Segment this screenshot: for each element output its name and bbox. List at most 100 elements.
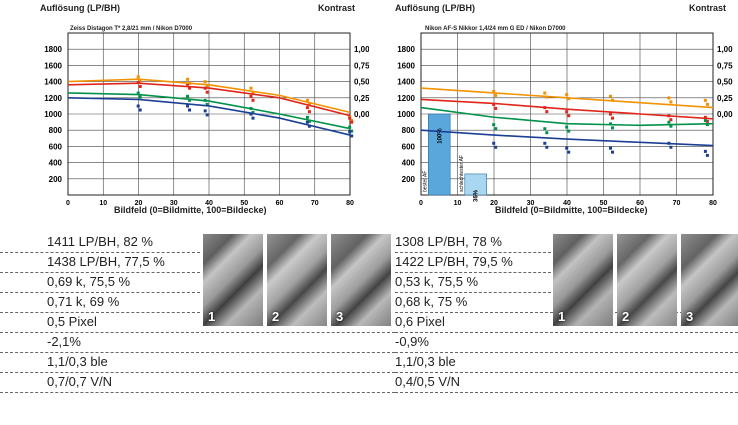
series-line xyxy=(420,87,714,109)
x-tick-label: 40 xyxy=(563,200,571,207)
data-point xyxy=(251,116,255,120)
x-tick-label: 0 xyxy=(66,200,70,207)
y-tick-label: 1800 xyxy=(44,45,62,54)
row-value: 1,1/0,3 ble xyxy=(47,354,108,369)
data-point xyxy=(307,102,311,106)
contrast-label: Kontrast xyxy=(689,3,727,13)
series-line xyxy=(420,98,714,120)
row-value: 1422 LP/BH, 79,5 % xyxy=(395,254,513,269)
contrast-tick-label: 1,00 xyxy=(354,45,369,54)
x-tick-label: 60 xyxy=(636,200,644,207)
plot-frame xyxy=(67,32,351,196)
sample-image-1: 1 xyxy=(203,234,263,326)
chart-panel-left: Auflösung (LP/BH) Kontrast 200 400 600 800 1… xyxy=(0,0,369,220)
data-point xyxy=(565,110,569,114)
lens-subtitle: Nikon AF-S Nikkor 1,4/24 mm G ED / Nikon… xyxy=(425,26,566,32)
data-point xyxy=(567,114,571,118)
sample-image-1: 1 xyxy=(553,234,613,326)
table-row: -0,9% xyxy=(395,332,738,353)
data-point xyxy=(203,80,207,84)
table-row: 0,7/0,7 V/N xyxy=(0,372,395,393)
data-point xyxy=(609,146,612,150)
x-tick-label: 20 xyxy=(490,200,498,207)
data-point xyxy=(307,119,311,123)
chart-title: Auflösung (LP/BH) xyxy=(40,3,120,13)
data-point xyxy=(251,98,255,102)
table-row: 0,4/0,5 V/N xyxy=(395,372,738,393)
lens-subtitle: Zeiss Distagon T* 2,8/21 mm / Nikon D700… xyxy=(70,26,193,32)
data-point xyxy=(492,89,496,93)
row-value: 0,68 k, 75 % xyxy=(395,294,468,309)
data-point xyxy=(251,110,255,114)
af-bar-value-label: 100% xyxy=(437,128,443,144)
data-point xyxy=(703,119,707,123)
data-point xyxy=(567,150,571,154)
contrast-tick-label: 0,00 xyxy=(354,110,369,119)
data-point xyxy=(348,115,352,119)
data-point xyxy=(494,93,498,97)
sample-image-3: 3 xyxy=(681,234,738,326)
contrast-tick-label: 0,25 xyxy=(717,94,733,103)
y-tick-label: 1400 xyxy=(397,78,415,87)
af-bar-caption: schlechtester AF xyxy=(459,155,465,192)
data-point xyxy=(136,104,140,108)
y-tick-label: 200 xyxy=(402,175,416,184)
y-tick-label: 1200 xyxy=(44,94,62,103)
table-row: 0,53 k, 75,5 % xyxy=(395,272,551,293)
x-tick-label: 0 xyxy=(419,200,423,207)
series-line xyxy=(67,92,351,130)
data-point xyxy=(350,134,354,138)
series-line xyxy=(67,97,351,136)
data-point xyxy=(611,126,614,130)
data-point xyxy=(249,112,253,116)
data-point xyxy=(305,115,309,119)
data-point xyxy=(136,91,140,95)
data-point xyxy=(609,122,612,126)
row-value: 0,53 k, 75,5 % xyxy=(395,274,479,289)
contrast-tick-label: 0,25 xyxy=(354,94,369,103)
plot-frame xyxy=(420,32,714,196)
row-value: 0,5 Pixel xyxy=(47,314,97,329)
x-axis-label: Bildfeld (0=Bildmitte, 100=Bildecke) xyxy=(114,205,267,215)
x-axis-label: Bildfeld (0=Bildmitte, 100=Bildecke) xyxy=(495,205,648,215)
data-point xyxy=(494,145,498,149)
y-tick-label: 1200 xyxy=(397,94,415,103)
data-point xyxy=(567,129,571,133)
series-line xyxy=(67,82,351,117)
data-point xyxy=(188,98,192,102)
x-tick-label: 80 xyxy=(346,200,354,207)
sample-number: 3 xyxy=(336,309,344,324)
table-row: 0,6 Pixel xyxy=(395,312,738,333)
data-point xyxy=(545,131,549,135)
y-tick-label: 800 xyxy=(402,126,416,135)
data-point xyxy=(703,115,707,119)
data-point xyxy=(543,127,547,131)
data-point xyxy=(138,85,142,89)
row-value: 0,4/0,5 V/N xyxy=(395,374,461,389)
data-point xyxy=(669,145,673,149)
data-point xyxy=(667,96,671,100)
row-value: -2,1% xyxy=(47,334,81,349)
data-point xyxy=(543,91,547,95)
data-point xyxy=(565,146,569,150)
contrast-label: Kontrast xyxy=(318,3,356,13)
data-point xyxy=(565,93,569,97)
y-tick-label: 400 xyxy=(49,159,63,168)
data-point xyxy=(203,109,207,113)
row-value: 1438 LP/BH, 77,5 % xyxy=(47,254,165,269)
data-point xyxy=(205,102,209,106)
data-point xyxy=(492,141,496,145)
x-tick-label: 60 xyxy=(276,200,284,207)
x-tick-label: 80 xyxy=(709,200,717,207)
data-point xyxy=(543,141,547,145)
data-point xyxy=(305,98,309,102)
data-point xyxy=(565,125,569,129)
x-tick-label: 70 xyxy=(311,200,319,207)
sample-number: 1 xyxy=(208,309,216,324)
x-tick-label: 70 xyxy=(673,200,681,207)
y-tick-label: 1800 xyxy=(397,45,415,54)
data-point xyxy=(611,150,614,154)
x-tick-label: 20 xyxy=(135,200,143,207)
data-point xyxy=(705,119,709,123)
data-point xyxy=(609,112,612,116)
